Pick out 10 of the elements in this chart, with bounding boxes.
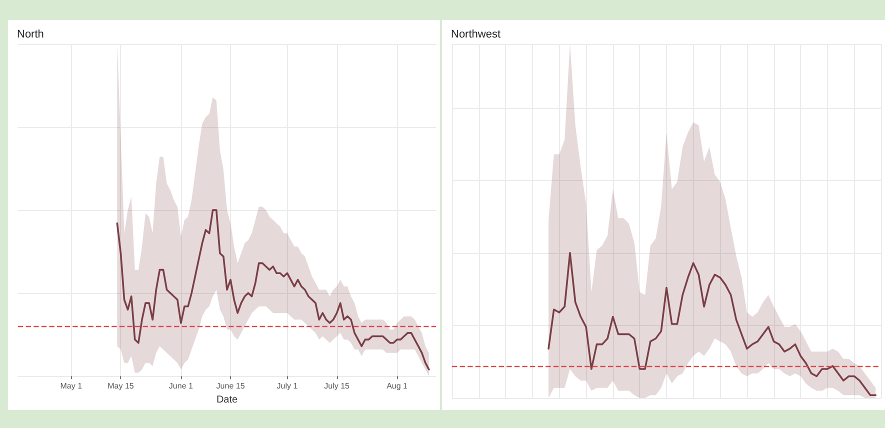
x-axis-title: Date bbox=[216, 394, 238, 406]
chart-title: North bbox=[17, 28, 44, 40]
x-tick-label: May 1 bbox=[60, 382, 83, 391]
x-tick-label: July 1 bbox=[276, 382, 298, 391]
chart-title: Northwest bbox=[451, 28, 501, 40]
x-tick-label: June 15 bbox=[216, 382, 246, 391]
x-tick-label: Aug 1 bbox=[386, 382, 408, 391]
x-tick-label: May 15 bbox=[108, 382, 134, 391]
x-tick-label: July 15 bbox=[324, 382, 350, 391]
x-tick-label: June 1 bbox=[168, 382, 194, 391]
